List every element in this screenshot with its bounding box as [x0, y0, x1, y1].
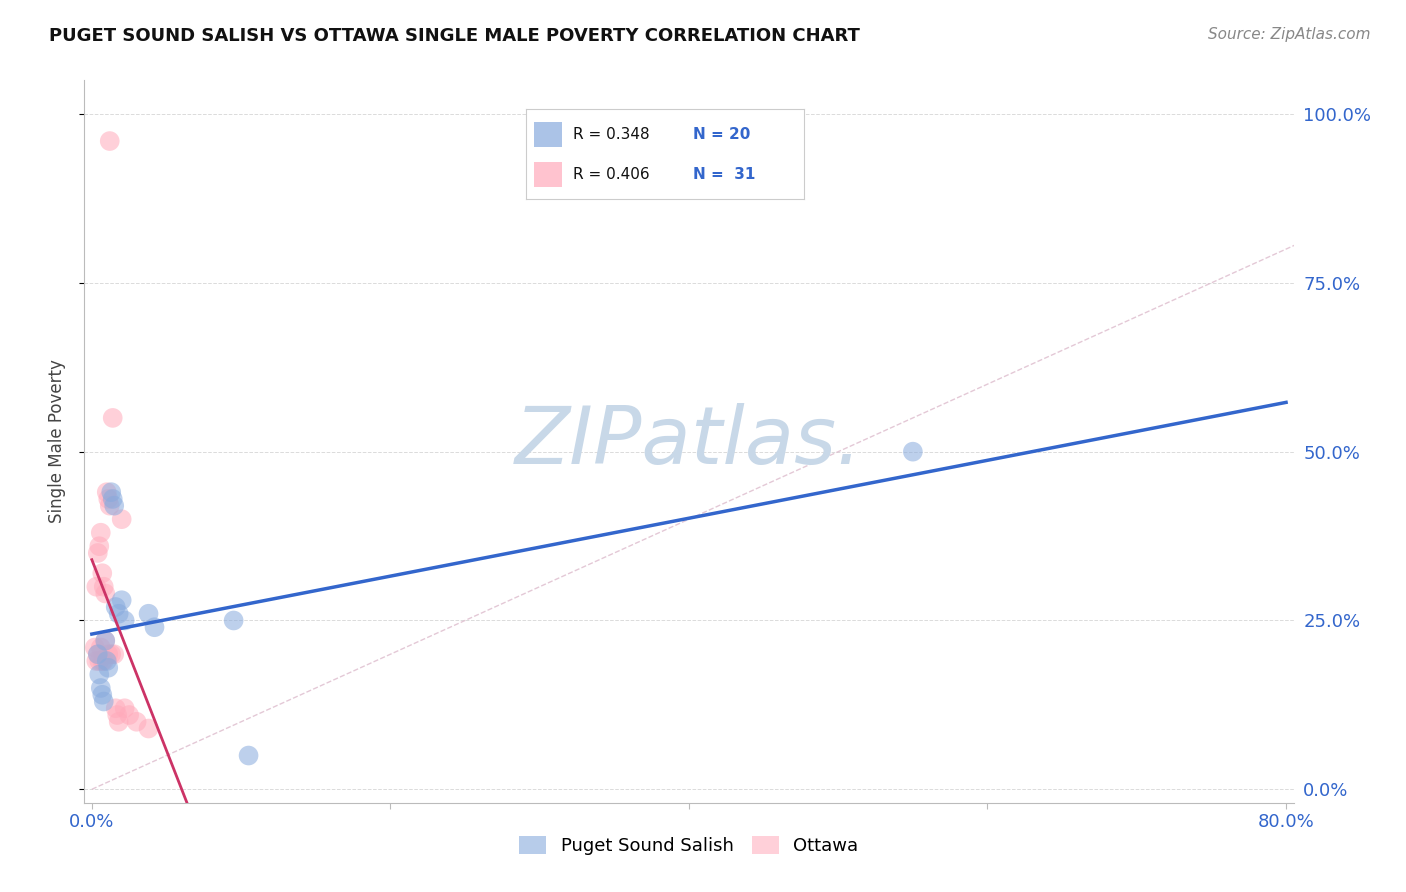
- Point: [238, 748, 260, 763]
- Point: [107, 607, 129, 621]
- Point: [111, 593, 134, 607]
- Point: [94, 633, 117, 648]
- Point: [111, 512, 134, 526]
- Text: ZIPatlas.: ZIPatlas.: [515, 402, 863, 481]
- Point: [87, 647, 110, 661]
- Point: [97, 491, 120, 506]
- Point: [97, 661, 120, 675]
- Point: [103, 647, 125, 661]
- Point: [89, 667, 111, 681]
- Point: [91, 654, 114, 668]
- Point: [89, 539, 111, 553]
- Point: [90, 640, 112, 655]
- Point: [114, 701, 136, 715]
- Point: [89, 654, 111, 668]
- Point: [91, 566, 114, 581]
- Point: [96, 485, 118, 500]
- Point: [83, 640, 105, 655]
- Point: [100, 647, 122, 661]
- Point: [138, 722, 160, 736]
- Point: [90, 525, 112, 540]
- Point: [91, 688, 114, 702]
- Point: [87, 647, 110, 661]
- Point: [125, 714, 148, 729]
- Y-axis label: Single Male Poverty: Single Male Poverty: [48, 359, 66, 524]
- Point: [101, 491, 124, 506]
- Point: [96, 654, 118, 668]
- Point: [93, 654, 115, 668]
- Point: [222, 614, 245, 628]
- Point: [98, 499, 121, 513]
- Point: [93, 580, 115, 594]
- Point: [143, 620, 166, 634]
- Text: Source: ZipAtlas.com: Source: ZipAtlas.com: [1208, 27, 1371, 42]
- Text: PUGET SOUND SALISH VS OTTAWA SINGLE MALE POVERTY CORRELATION CHART: PUGET SOUND SALISH VS OTTAWA SINGLE MALE…: [49, 27, 860, 45]
- Point: [101, 411, 124, 425]
- Point: [87, 546, 110, 560]
- Point: [105, 708, 128, 723]
- Point: [103, 499, 125, 513]
- Point: [90, 681, 112, 695]
- Point: [97, 647, 120, 661]
- Point: [107, 714, 129, 729]
- Point: [84, 580, 107, 594]
- Point: [94, 586, 117, 600]
- Point: [118, 708, 141, 723]
- Point: [98, 134, 121, 148]
- Point: [104, 599, 127, 614]
- Point: [93, 694, 115, 708]
- Point: [114, 614, 136, 628]
- Point: [138, 607, 160, 621]
- Point: [84, 654, 107, 668]
- Point: [94, 633, 117, 648]
- Point: [100, 485, 122, 500]
- Point: [901, 444, 924, 458]
- Point: [104, 701, 127, 715]
- Legend: Puget Sound Salish, Ottawa: Puget Sound Salish, Ottawa: [512, 829, 866, 863]
